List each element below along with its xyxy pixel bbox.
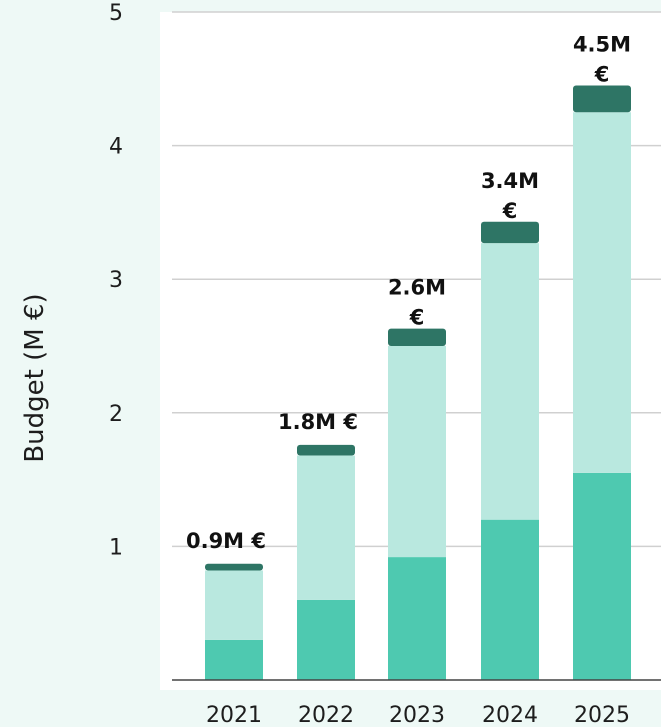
y-tick-label: 2	[109, 402, 123, 427]
bar-segment	[388, 346, 446, 558]
y-tick-label: 4	[109, 135, 123, 160]
bar-segment	[205, 563, 263, 571]
data-label: 3.4M €	[481, 169, 539, 223]
bar-segment	[481, 221, 539, 244]
bar-segment	[481, 519, 539, 680]
data-labels: 0.9M € 1.8M € 2.6M €3.4M €4.5M €	[186, 32, 631, 552]
bar-stack-2024	[481, 221, 539, 680]
data-label: 1.8M €	[278, 410, 358, 434]
x-tick-label: 2022	[298, 703, 354, 727]
y-axis-ticks: 1 2 3 4 5	[109, 1, 123, 560]
y-tick-label: 3	[109, 268, 123, 293]
x-tick-label: 2024	[482, 703, 538, 727]
x-tick-label: 2021	[206, 703, 262, 727]
bar-segment	[205, 639, 263, 680]
bar-segment	[205, 570, 263, 640]
bar-stack-2021	[205, 563, 263, 680]
data-label-line: €	[502, 199, 518, 223]
bar-stack-2025	[573, 85, 631, 680]
bars	[205, 85, 631, 680]
bar-segment	[573, 472, 631, 680]
bar-segment	[481, 243, 539, 520]
bar-segment	[388, 328, 446, 346]
bar-segment	[388, 557, 446, 680]
x-tick-label: 2025	[574, 703, 630, 727]
bar-segment	[573, 112, 631, 473]
bar-stack-2022	[297, 444, 355, 680]
bar-stack-2023	[388, 328, 446, 680]
y-tick-label: 5	[109, 1, 123, 26]
data-label-line: 3.4M	[481, 169, 539, 193]
x-axis-ticks: 2021 2022 2023 2024 2025	[206, 703, 630, 727]
y-axis-title: Budget (M €)	[20, 293, 50, 462]
data-label: 0.9M €	[186, 529, 266, 553]
data-label: 4.5M €	[573, 32, 631, 86]
data-label-line: €	[594, 62, 610, 86]
x-tick-label: 2023	[389, 703, 445, 727]
bar-segment	[297, 444, 355, 456]
data-label: 2.6M €	[388, 276, 446, 330]
data-label-line: €	[409, 306, 425, 330]
data-label-line: 2.6M	[388, 276, 446, 300]
bar-segment	[573, 85, 631, 113]
bar-segment	[297, 455, 355, 600]
y-tick-label: 1	[109, 535, 123, 560]
data-label-line: 4.5M	[573, 32, 631, 56]
bar-segment	[297, 599, 355, 680]
